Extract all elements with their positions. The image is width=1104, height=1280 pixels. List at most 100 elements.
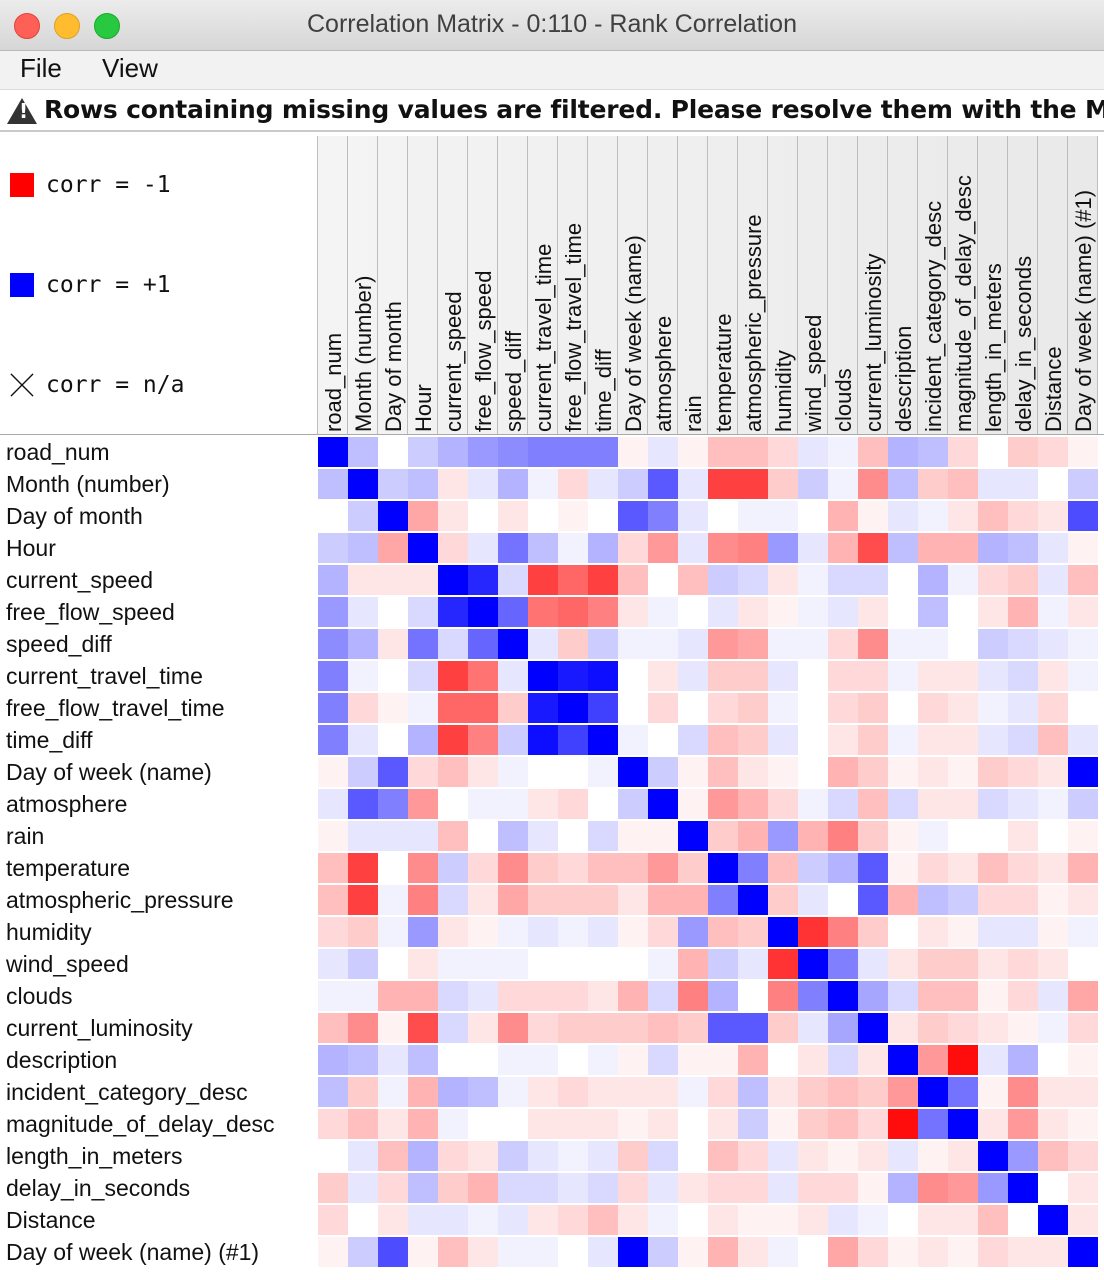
matrix-cell[interactable] — [948, 629, 978, 659]
matrix-cell[interactable] — [1068, 1237, 1098, 1267]
matrix-cell[interactable] — [408, 533, 438, 563]
matrix-cell[interactable] — [1008, 1173, 1038, 1203]
maximize-window-button[interactable] — [94, 13, 120, 39]
matrix-cell[interactable] — [408, 1013, 438, 1043]
matrix-cell[interactable] — [738, 533, 768, 563]
matrix-cell[interactable] — [468, 661, 498, 691]
matrix-cell[interactable] — [798, 885, 828, 915]
matrix-cell[interactable] — [408, 1205, 438, 1235]
matrix-cell[interactable] — [498, 597, 528, 627]
matrix-cell[interactable] — [858, 1205, 888, 1235]
matrix-cell[interactable] — [498, 1077, 528, 1107]
matrix-cell[interactable] — [918, 789, 948, 819]
matrix-cell[interactable] — [588, 693, 618, 723]
matrix-cell[interactable] — [408, 821, 438, 851]
matrix-cell[interactable] — [768, 693, 798, 723]
matrix-cell[interactable] — [918, 981, 948, 1011]
matrix-cell[interactable] — [438, 533, 468, 563]
column-header-label[interactable]: atmospheric_pressure — [741, 214, 766, 432]
matrix-cell[interactable] — [588, 661, 618, 691]
row-header-label[interactable]: current_speed — [6, 567, 154, 593]
matrix-cell[interactable] — [498, 853, 528, 883]
matrix-cell[interactable] — [708, 437, 738, 467]
matrix-cell[interactable] — [648, 469, 678, 499]
matrix-cell[interactable] — [588, 757, 618, 787]
matrix-cell[interactable] — [468, 1205, 498, 1235]
matrix-cell[interactable] — [948, 949, 978, 979]
matrix-cell[interactable] — [1008, 1045, 1038, 1075]
matrix-cell[interactable] — [978, 757, 1008, 787]
matrix-cell[interactable] — [888, 1237, 918, 1267]
matrix-cell[interactable] — [858, 693, 888, 723]
column-header-label[interactable]: current_luminosity — [861, 253, 886, 432]
matrix-cell[interactable] — [378, 565, 408, 595]
matrix-cell[interactable] — [498, 437, 528, 467]
matrix-cell[interactable] — [318, 757, 348, 787]
matrix-cell[interactable] — [348, 1077, 378, 1107]
matrix-cell[interactable] — [948, 565, 978, 595]
matrix-cell[interactable] — [648, 597, 678, 627]
matrix-cell[interactable] — [678, 597, 708, 627]
matrix-cell[interactable] — [888, 885, 918, 915]
matrix-cell[interactable] — [648, 437, 678, 467]
matrix-cell[interactable] — [888, 725, 918, 755]
matrix-cell[interactable] — [468, 949, 498, 979]
matrix-cell[interactable] — [858, 597, 888, 627]
matrix-cell[interactable] — [978, 917, 1008, 947]
matrix-cell[interactable] — [648, 1173, 678, 1203]
matrix-cell[interactable] — [438, 1109, 468, 1139]
matrix-cell[interactable] — [528, 693, 558, 723]
matrix-cell[interactable] — [1068, 437, 1098, 467]
matrix-cell[interactable] — [738, 981, 768, 1011]
matrix-cell[interactable] — [408, 1237, 438, 1267]
matrix-cell[interactable] — [618, 917, 648, 947]
matrix-cell[interactable] — [318, 853, 348, 883]
matrix-cell[interactable] — [1038, 533, 1068, 563]
matrix-cell[interactable] — [438, 853, 468, 883]
matrix-cell[interactable] — [918, 725, 948, 755]
matrix-cell[interactable] — [978, 1109, 1008, 1139]
matrix-cell[interactable] — [858, 1045, 888, 1075]
matrix-cell[interactable] — [978, 1141, 1008, 1171]
matrix-cell[interactable] — [1038, 501, 1068, 531]
matrix-cell[interactable] — [708, 757, 738, 787]
matrix-cell[interactable] — [588, 501, 618, 531]
matrix-cell[interactable] — [438, 821, 468, 851]
matrix-cell[interactable] — [408, 597, 438, 627]
matrix-cell[interactable] — [1008, 981, 1038, 1011]
matrix-cell[interactable] — [888, 597, 918, 627]
row-header-label[interactable]: length_in_meters — [6, 1143, 183, 1169]
matrix-cell[interactable] — [348, 981, 378, 1011]
matrix-cell[interactable] — [408, 1077, 438, 1107]
matrix-cell[interactable] — [738, 437, 768, 467]
matrix-cell[interactable] — [678, 1141, 708, 1171]
matrix-cell[interactable] — [378, 533, 408, 563]
matrix-cell[interactable] — [618, 789, 648, 819]
matrix-cell[interactable] — [1068, 1205, 1098, 1235]
matrix-cell[interactable] — [888, 1013, 918, 1043]
matrix-cell[interactable] — [528, 661, 558, 691]
matrix-cell[interactable] — [738, 757, 768, 787]
matrix-cell[interactable] — [738, 469, 768, 499]
matrix-cell[interactable] — [348, 1045, 378, 1075]
matrix-cell[interactable] — [828, 917, 858, 947]
matrix-cell[interactable] — [648, 821, 678, 851]
menu-file[interactable]: File — [20, 53, 62, 83]
matrix-cell[interactable] — [408, 757, 438, 787]
matrix-cell[interactable] — [1068, 1013, 1098, 1043]
matrix-cell[interactable] — [1008, 1013, 1038, 1043]
matrix-cell[interactable] — [618, 885, 648, 915]
matrix-cell[interactable] — [978, 1173, 1008, 1203]
matrix-cell[interactable] — [468, 885, 498, 915]
matrix-cell[interactable] — [738, 1109, 768, 1139]
matrix-cell[interactable] — [468, 469, 498, 499]
matrix-cell[interactable] — [1038, 885, 1068, 915]
matrix-cell[interactable] — [1038, 1045, 1068, 1075]
matrix-cell[interactable] — [588, 853, 618, 883]
matrix-cell[interactable] — [858, 1173, 888, 1203]
matrix-cell[interactable] — [678, 469, 708, 499]
matrix-cell[interactable] — [648, 1109, 678, 1139]
matrix-cell[interactable] — [798, 629, 828, 659]
matrix-cell[interactable] — [768, 1237, 798, 1267]
matrix-cell[interactable] — [1038, 1173, 1068, 1203]
